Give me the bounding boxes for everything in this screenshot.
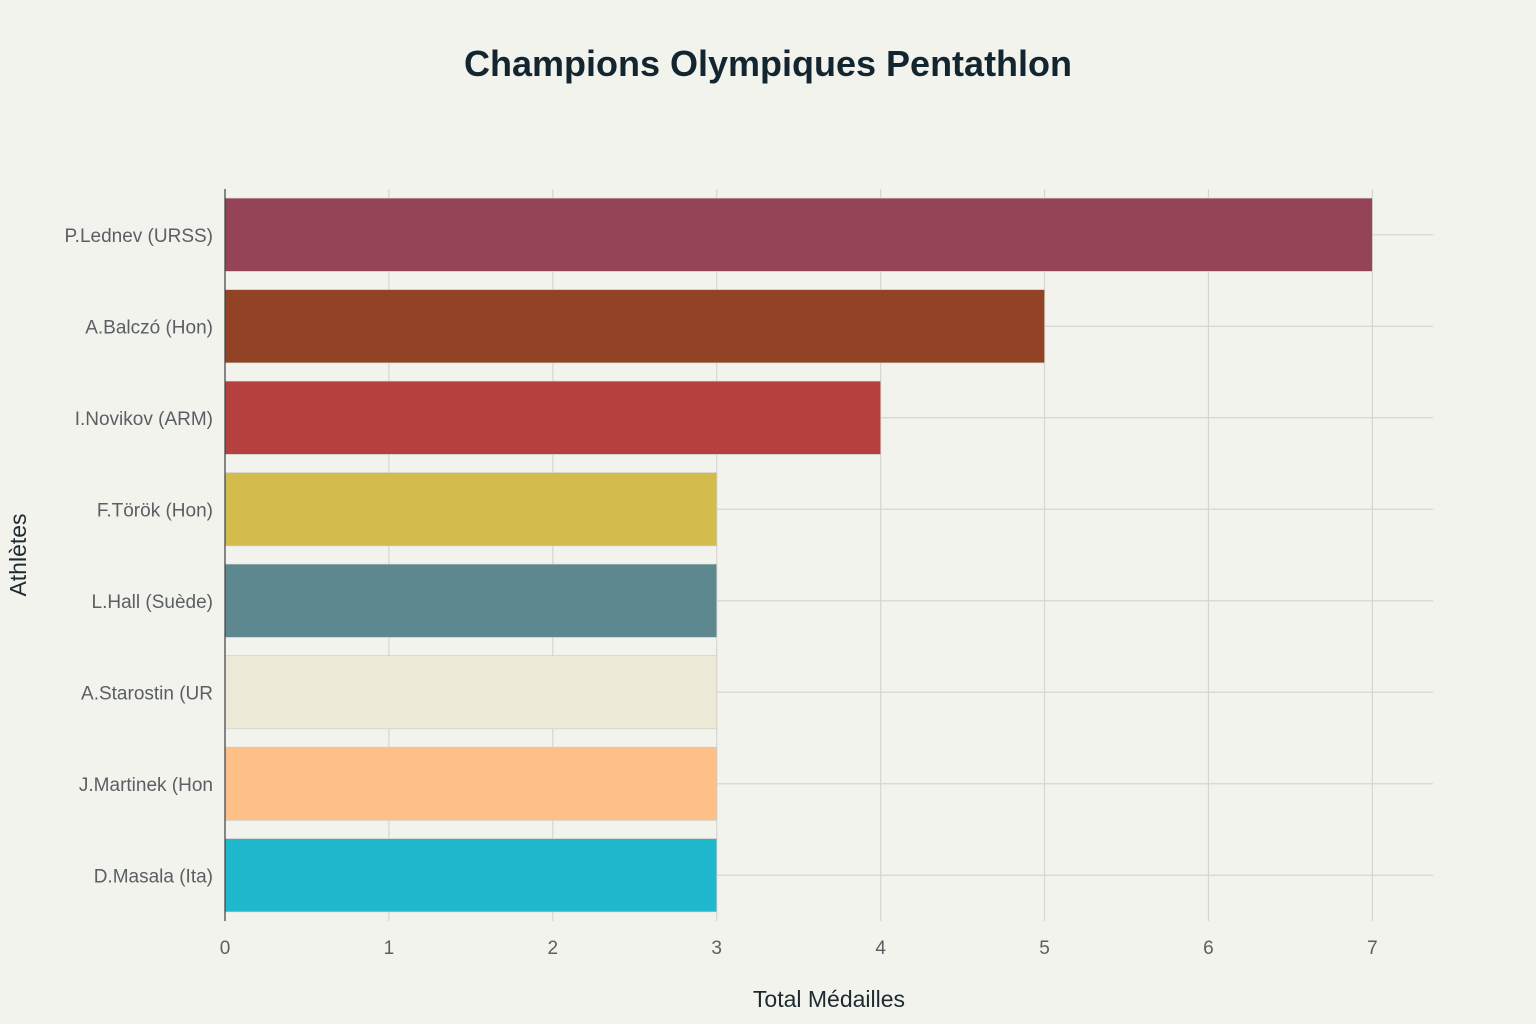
x-tick-label: 3 bbox=[711, 938, 722, 959]
bar: P.Lednev (URSS): 7 bbox=[224, 197, 1373, 272]
bar: J.Martinek (Hon: 3 bbox=[224, 746, 718, 821]
y-tick-label: F.Török (Hon) bbox=[97, 500, 213, 521]
x-tick-label: 0 bbox=[220, 938, 231, 959]
y-tick-label: L.Hall (Suède) bbox=[92, 592, 213, 613]
y-tick-label: J.Martinek (Hon bbox=[79, 775, 213, 796]
x-tick-label: 2 bbox=[548, 938, 559, 959]
x-tick-label: 4 bbox=[875, 938, 886, 959]
bar: I.Novikov (ARM): 4 bbox=[224, 380, 881, 455]
y-axis-title: Athlètes bbox=[5, 513, 31, 596]
x-tick-label: 7 bbox=[1367, 938, 1378, 959]
x-tick-label: 5 bbox=[1039, 938, 1050, 959]
bar: D.Masala (Ita): 3 bbox=[224, 838, 718, 913]
y-tick-label: A.Balczó (Hon) bbox=[85, 317, 213, 338]
bar: F.Török (Hon): 3 bbox=[224, 472, 718, 547]
x-tick-label: 6 bbox=[1203, 938, 1214, 959]
y-tick-label: A.Starostin (UR bbox=[81, 683, 213, 704]
y-tick-label: I.Novikov (ARM) bbox=[75, 409, 213, 430]
y-tick-labels: P.Lednev (URSS) A.Balczó (Hon) I.Novikov (… bbox=[64, 226, 213, 888]
bar: A.Balczó (Hon): 5 bbox=[224, 289, 1045, 364]
bar: L.Hall (Suède): 3 bbox=[224, 563, 718, 638]
bar: A.Starostin (UR: 3 bbox=[224, 655, 718, 730]
x-axis-title: Total Médailles bbox=[753, 986, 905, 1012]
chart-title: Champions Olympiques Pentathlon bbox=[464, 43, 1072, 84]
x-tick-labels: 0 1 2 3 4 5 6 7 bbox=[220, 938, 1378, 959]
y-tick-label: P.Lednev (URSS) bbox=[64, 226, 213, 247]
bars: P.Lednev (URSS): 7 A.Balczó (Hon): 5 I.Nov… bbox=[224, 197, 1373, 913]
y-tick-label: D.Masala (Ita) bbox=[94, 866, 213, 887]
x-tick-label: 1 bbox=[384, 938, 395, 959]
